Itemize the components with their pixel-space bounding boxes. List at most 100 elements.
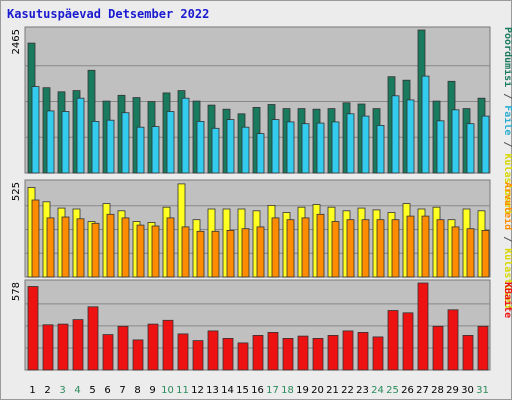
bar-kbaite-day-15 (237, 342, 249, 371)
legend-entry: Arvuteid (502, 182, 512, 230)
bar-kbaite-day-21 (327, 334, 339, 371)
x-tick-label: 21 (326, 385, 339, 396)
bar-arvuteid-day-11 (181, 226, 190, 278)
bar-faile-day-2 (46, 110, 55, 174)
legend-entry: Külastused (502, 248, 512, 308)
bar-arvuteid-day-1 (31, 199, 40, 278)
bar-arvuteid-day-17 (271, 217, 280, 278)
bar-faile-day-9 (151, 126, 160, 174)
series-legend: Arvuteid / Külastused (502, 182, 512, 308)
bar-arvuteid-day-26 (406, 215, 415, 278)
bar-kbaite-day-13 (207, 330, 219, 371)
bar-faile-day-22 (346, 113, 355, 174)
bar-faile-day-29 (451, 109, 460, 174)
bar-arvuteid-day-7 (121, 217, 130, 278)
panel-1: 2465 Pöördumisi / Faile / Külastused (11, 26, 512, 214)
x-tick-label: 23 (356, 385, 369, 396)
panel-2: 525 Arvuteid / Külastused (11, 179, 512, 308)
x-tick-label: 25 (386, 385, 399, 396)
bar-arvuteid-day-10 (166, 217, 175, 278)
legend-entry: Pöördumisi (502, 27, 512, 87)
bar-kbaite-day-29 (447, 309, 459, 371)
bar-faile-day-26 (406, 99, 415, 174)
bar-kbaite-day-26 (402, 312, 414, 371)
bar-faile-day-3 (61, 111, 70, 174)
bar-arvuteid-day-31 (481, 229, 490, 278)
bar-arvuteid-day-15 (241, 228, 250, 278)
bar-faile-day-8 (136, 126, 145, 174)
bar-kbaite-day-3 (57, 323, 69, 371)
bar-arvuteid-day-5 (91, 222, 100, 278)
x-tick-label: 14 (221, 385, 234, 396)
x-tick-label: 16 (251, 385, 264, 396)
bar-arvuteid-day-25 (391, 219, 400, 278)
bar-kbaite-day-9 (147, 323, 159, 371)
bar-kbaite-day-20 (312, 337, 324, 371)
x-tick-label: 22 (341, 385, 354, 396)
bar-faile-day-10 (166, 111, 175, 174)
bar-kbaite-day-10 (162, 319, 174, 371)
bar-kbaite-day-27 (417, 282, 429, 371)
x-tick-label: 8 (134, 385, 140, 396)
x-tick-label: 13 (206, 385, 219, 396)
x-tick-label: 17 (266, 385, 279, 396)
x-tick-label: 31 (476, 385, 489, 396)
bar-faile-day-4 (76, 97, 85, 174)
bar-faile-day-17 (271, 119, 280, 174)
bar-arvuteid-day-3 (61, 216, 70, 278)
x-tick-label: 28 (431, 385, 444, 396)
bar-faile-day-16 (256, 133, 265, 174)
bar-arvuteid-day-30 (466, 228, 475, 278)
x-tick-label: 2 (44, 385, 50, 396)
x-axis-labels: 1 2 3 4 5 6 7 8 9 10 11 12 13 14 15 16 17 18 19 20 21 22 23 24 2… (29, 385, 489, 396)
bar-arvuteid-day-16 (256, 226, 265, 278)
x-tick-label: 10 (161, 385, 174, 396)
bar-faile-day-11 (181, 97, 190, 174)
bar-arvuteid-day-18 (286, 219, 295, 278)
bar-kbaite-day-30 (462, 334, 474, 371)
bar-arvuteid-day-28 (436, 219, 445, 278)
bar-faile-day-30 (466, 123, 475, 174)
bar-kbaite-day-25 (387, 310, 399, 371)
bar-kbaite-day-19 (297, 335, 309, 371)
bar-kbaite-day-7 (117, 325, 129, 371)
legend-entry: KBaite (502, 282, 512, 318)
bar-faile-day-20 (316, 122, 325, 174)
bar-kbaite-day-16 (252, 334, 264, 371)
bar-faile-day-23 (361, 115, 370, 174)
y-max-label: 578 (11, 282, 22, 301)
chart-panels: 2465 Pöördumisi / Faile / Külastused 525 Ar… (11, 26, 512, 371)
bar-faile-day-13 (211, 127, 220, 174)
bar-arvuteid-day-4 (76, 218, 85, 278)
x-tick-label: 29 (446, 385, 459, 396)
bar-faile-day-1 (31, 86, 40, 174)
legend-entry: / (502, 230, 512, 248)
x-tick-label: 24 (371, 385, 384, 396)
bar-kbaite-day-31 (477, 325, 489, 371)
series-legend: KBaite (502, 282, 512, 318)
bar-kbaite-day-14 (222, 337, 234, 371)
x-tick-label: 26 (401, 385, 414, 396)
x-tick-label: 6 (104, 385, 110, 396)
bar-kbaite-day-22 (342, 330, 354, 371)
legend-entry: / (502, 135, 512, 153)
bar-arvuteid-day-12 (196, 230, 205, 278)
bar-faile-day-25 (391, 95, 400, 174)
bar-kbaite-day-5 (87, 306, 99, 371)
bar-arvuteid-day-23 (361, 219, 370, 278)
bar-arvuteid-day-9 (151, 225, 160, 278)
bar-kbaite-day-28 (432, 325, 444, 371)
bar-kbaite-day-8 (132, 339, 144, 371)
x-tick-label: 5 (89, 385, 95, 396)
x-tick-label: 20 (311, 385, 324, 396)
bar-kbaite-day-12 (192, 340, 204, 371)
bar-kbaite-day-4 (72, 319, 84, 371)
bar-faile-day-31 (481, 115, 490, 174)
bar-arvuteid-day-8 (136, 224, 145, 278)
bar-faile-day-27 (421, 75, 430, 174)
y-max-label: 525 (11, 182, 22, 201)
bar-arvuteid-day-27 (421, 215, 430, 278)
chart-title: Kasutuspäevad Detsember 2022 (7, 7, 209, 21)
bar-faile-day-28 (436, 120, 445, 174)
